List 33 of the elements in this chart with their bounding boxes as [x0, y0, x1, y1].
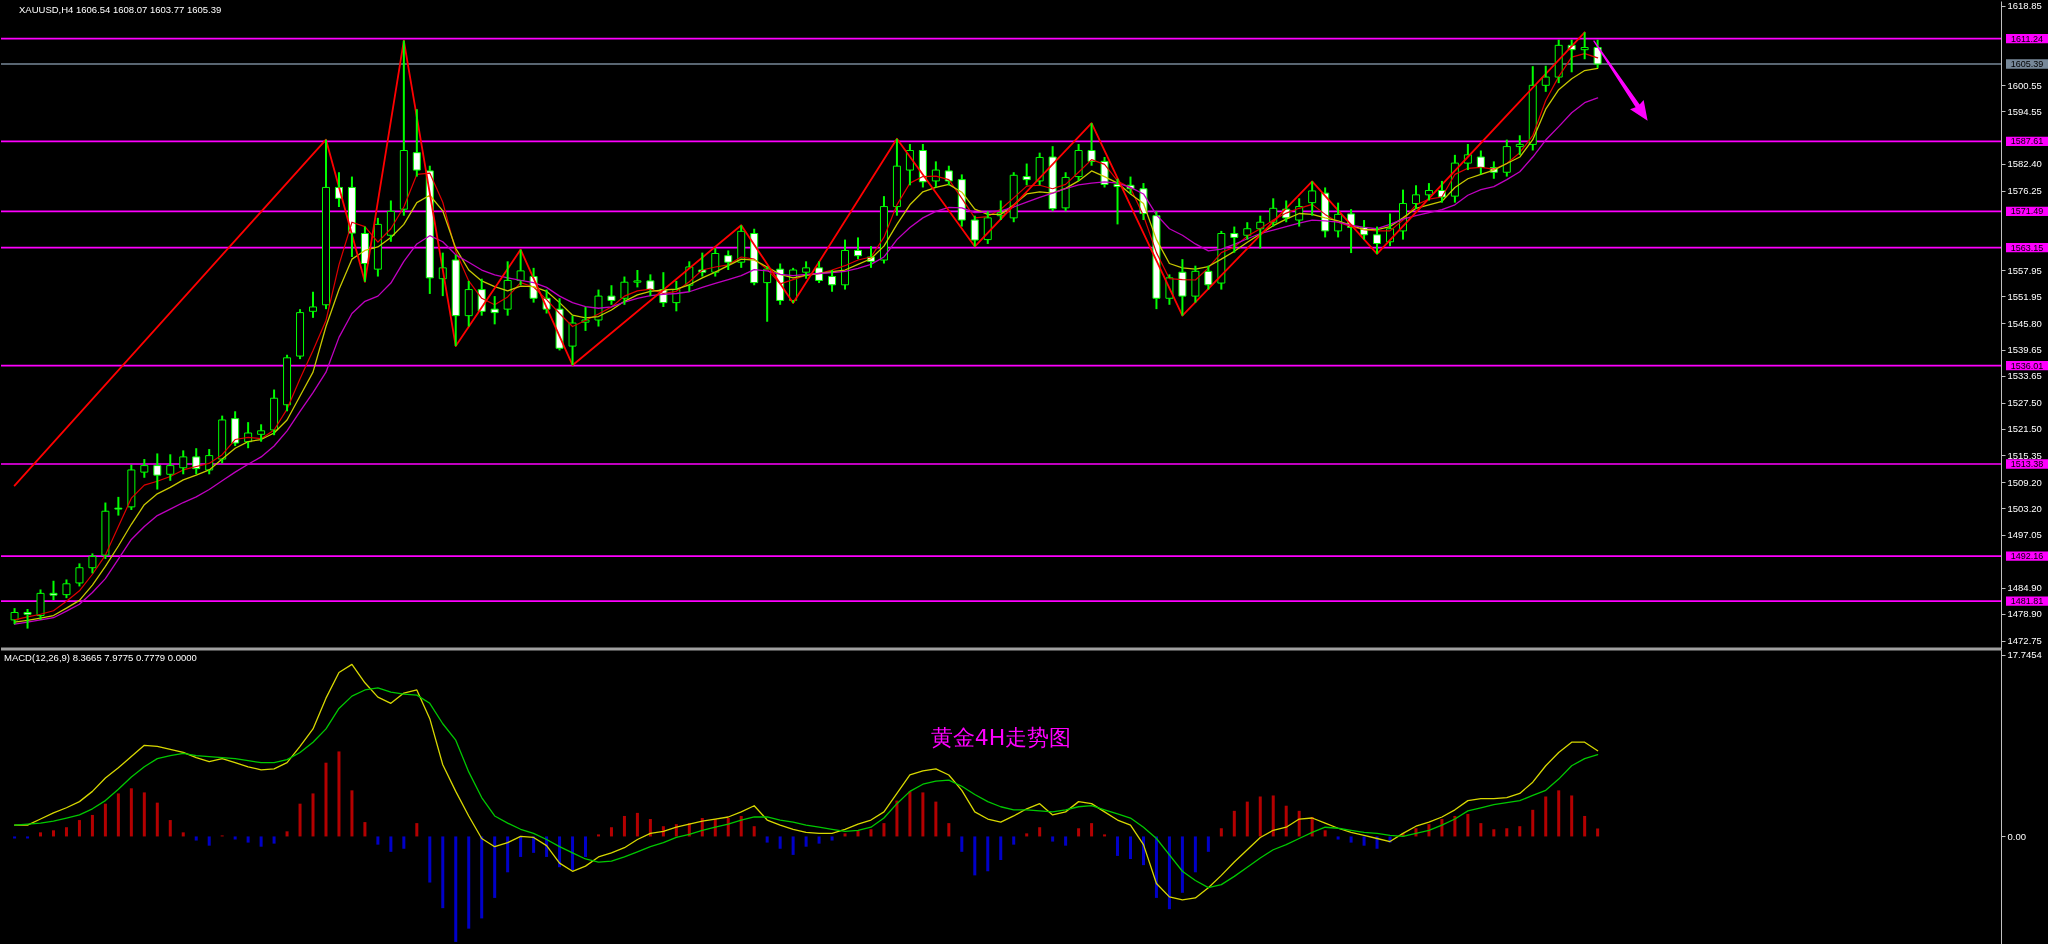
y-tick-label: 1576.25 — [2007, 185, 2042, 197]
ref-line-label: 1492.16 — [2010, 551, 2044, 562]
y-tick-label: 1551.95 — [2007, 290, 2042, 302]
y-tick-label: 1521.50 — [2007, 423, 2042, 435]
y-tick-label: 1582.40 — [2007, 158, 2042, 170]
chart-title: XAUUSD,H4 1606.54 1608.07 1603.77 1605.39 — [19, 4, 222, 15]
y-tick-label: 1503.20 — [2007, 502, 2042, 514]
y-tick-label: 1545.80 — [2007, 317, 2042, 329]
annotation: 黄金4H走势图 — [930, 724, 1072, 750]
y-tick-label: 1618.85 — [2007, 0, 2042, 12]
y-tick-label: 1484.90 — [2007, 582, 2042, 594]
y-tick-label: 1557.95 — [2007, 264, 2042, 276]
ref-line-label: 1481.81 — [2010, 596, 2044, 607]
ref-line-label: 1513.38 — [2010, 458, 2044, 469]
ref-line-label: 1605.39 — [2010, 59, 2044, 70]
y-tick-label: 17.7454 — [2007, 649, 2042, 661]
y-tick-label: 1600.55 — [2007, 79, 2042, 91]
y-tick-label: 0.00 — [2007, 830, 2026, 842]
ref-line-label: 1563.15 — [2010, 242, 2044, 253]
y-tick-label: 1515.35 — [2007, 449, 2042, 461]
ref-line-label: 1587.61 — [2010, 136, 2044, 147]
ref-line-label: 1611.24 — [2011, 33, 2043, 44]
y-tick-label: 1527.50 — [2007, 397, 2042, 409]
y-tick-label: 1539.65 — [2007, 344, 2042, 356]
ref-line-label: 1536.01 — [2010, 360, 2044, 371]
y-tick-label: 1509.20 — [2007, 476, 2042, 488]
y-tick-label: 1497.05 — [2007, 529, 2042, 541]
y-tick-label: 1472.75 — [2007, 635, 2042, 647]
y-tick-label: 1594.55 — [2007, 105, 2042, 117]
y-tick-label: 1478.90 — [2007, 608, 2042, 620]
y-tick-label: 1533.65 — [2007, 370, 2042, 382]
ref-line-label: 1571.49 — [2010, 206, 2044, 217]
chart-title: MACD(12,26,9) 8.3665 7.9775 0.7779 0.0000 — [4, 652, 197, 663]
